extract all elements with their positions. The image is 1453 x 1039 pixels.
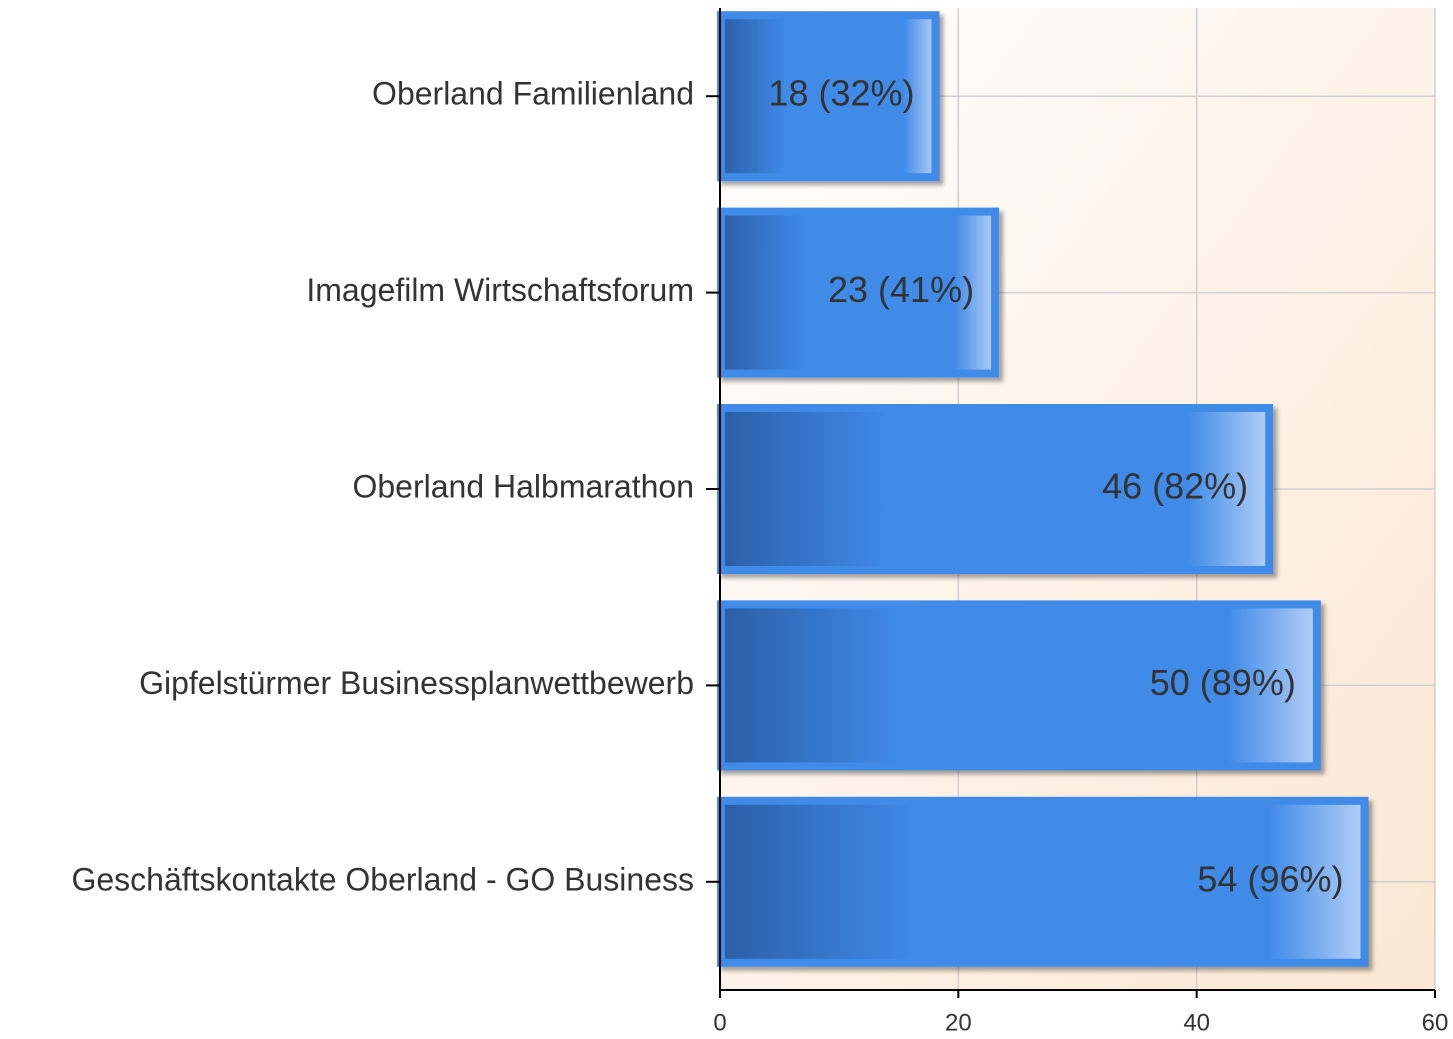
value-label: 54 (96%) (1197, 858, 1343, 899)
y-tick-label: Oberland Halbmarathon (352, 468, 694, 504)
y-tick-label: Imagefilm Wirtschaftsforum (306, 272, 694, 308)
bar (717, 796, 1369, 967)
bar (717, 207, 1000, 378)
bar (717, 11, 940, 182)
y-tick-label: Geschäftskontakte Oberland - GO Business (71, 861, 694, 897)
value-label: 18 (32%) (768, 73, 914, 114)
x-tick-label: 60 (1422, 1009, 1449, 1036)
y-tick-label: Oberland Familienland (372, 76, 694, 112)
x-tick-label: 40 (1183, 1009, 1210, 1036)
x-tick-label: 0 (713, 1009, 726, 1036)
value-label: 46 (82%) (1102, 466, 1248, 507)
bar (717, 600, 1321, 771)
x-tick-label: 20 (945, 1009, 972, 1036)
value-label: 50 (89%) (1150, 662, 1296, 703)
y-tick-label: Gipfelstürmer Businessplanwettbewerb (139, 665, 694, 701)
value-label: 23 (41%) (828, 269, 974, 310)
